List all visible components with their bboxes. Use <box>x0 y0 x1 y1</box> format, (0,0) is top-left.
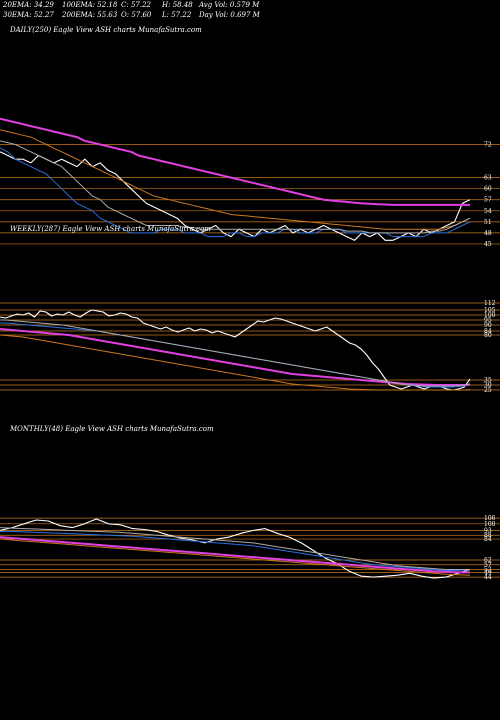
level-label: 100 <box>484 521 496 528</box>
level-label: 25 <box>484 387 492 394</box>
series-ema-blue <box>0 147 471 238</box>
hdr-20ema: 20EMA: 34.29 <box>3 1 54 9</box>
level-label: 105 <box>484 307 496 314</box>
level-label: 112 <box>484 300 496 307</box>
hdr-day-vol: Day Vol: 0.697 M <box>199 11 260 19</box>
level-label: 52 <box>484 567 492 574</box>
level-label: 57 <box>484 562 492 569</box>
series-ema-orange <box>0 538 471 576</box>
series-ema-gray <box>0 319 471 387</box>
series-ema-magenta <box>0 536 470 574</box>
hdr-open: O: 57.60 <box>121 11 152 19</box>
hdr-100ema: 100EMA: 52.18 <box>62 1 118 9</box>
level-label: 54 <box>484 208 492 215</box>
level-label: 100 <box>484 312 496 319</box>
level-label: 48 <box>484 230 492 237</box>
series-ema-blue <box>0 530 471 571</box>
level-label: 62 <box>484 557 492 564</box>
level-label: 84 <box>484 536 492 543</box>
hdr-200ema: 200EMA: 55.63 <box>62 11 118 19</box>
level-label: 30 <box>484 382 492 389</box>
series-ema-magenta <box>0 117 470 206</box>
chart-title-2: WEEKLY(287) Eagle View ASH charts Munafa… <box>10 225 211 233</box>
level-label: 60 <box>484 186 492 193</box>
level-label: 44 <box>484 574 492 581</box>
chart-title-3: MONTHLY(48) Eagle View ASH charts Munafa… <box>9 425 214 433</box>
level-label: 90 <box>484 322 492 329</box>
level-label: 84 <box>484 328 492 335</box>
hdr-low: L: 57.22 <box>162 11 192 19</box>
level-label: 51 <box>484 219 492 226</box>
chart-title-1: DAILY(250) Eagle View ASH charts MunafaS… <box>9 26 202 34</box>
series-price <box>0 309 471 391</box>
level-label: 95 <box>484 317 492 324</box>
level-label: 35 <box>484 377 492 384</box>
level-label: 106 <box>484 515 496 522</box>
level-label: 72 <box>484 141 492 148</box>
level-label: 80 <box>484 332 492 339</box>
level-label: 63 <box>484 175 492 182</box>
hdr-close: C: 57.22 <box>121 1 151 9</box>
level-label: 45 <box>484 241 492 248</box>
series-ema-orange <box>0 334 471 391</box>
level-label: 57 <box>484 197 492 204</box>
series-price <box>0 518 471 579</box>
level-label: 93 <box>484 527 492 534</box>
chart-panel-1: 72 63 60 57 54 51 48 45 DAILY(250) Eagle View AS… <box>0 26 500 248</box>
hdr-avg-vol: Avg Vol: 0.579 M <box>199 1 260 9</box>
series-ema-gray <box>0 527 470 570</box>
series-ema-gray <box>0 140 471 234</box>
hdr-high: H: 58.48 <box>162 1 193 9</box>
level-label: 88 <box>484 532 492 539</box>
series-ema-orange <box>0 129 471 230</box>
level-label: 49 <box>484 569 492 576</box>
hdr-30ema: 30EMA: 52.27 <box>3 11 54 19</box>
